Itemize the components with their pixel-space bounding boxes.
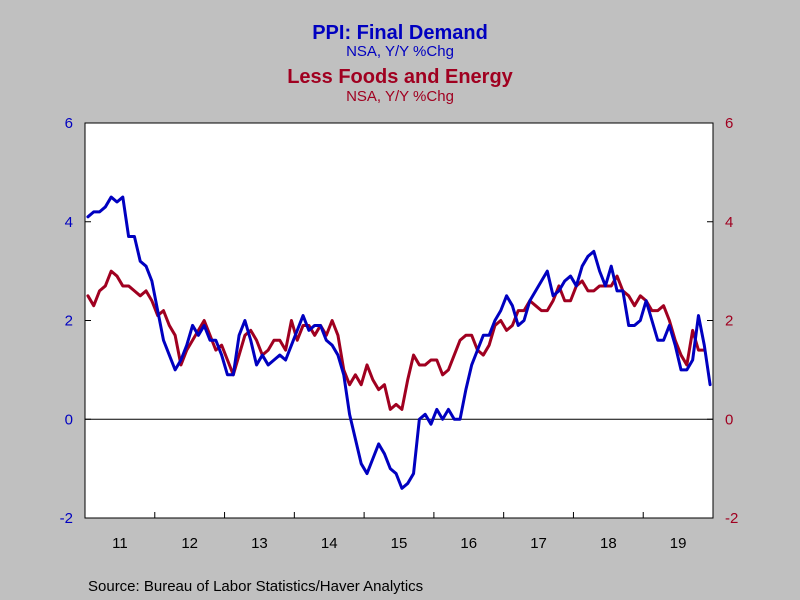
chart-title: PPI: Final Demand bbox=[312, 22, 488, 44]
left-y-axis: -2 0 2 4 6 bbox=[60, 115, 91, 527]
right-y-tick-label: 0 bbox=[725, 411, 733, 428]
left-y-tick-label: 6 bbox=[65, 115, 73, 132]
series-line-less-foods-energy bbox=[86, 269, 706, 411]
x-tick-label: 12 bbox=[181, 535, 198, 552]
series-line-ppi-final-demand bbox=[86, 195, 712, 490]
chart-subtitle: NSA, Y/Y %Chg bbox=[346, 43, 454, 60]
x-tick-label: 11 bbox=[112, 535, 128, 552]
x-tick-label: 18 bbox=[600, 535, 617, 552]
x-tick-label: 15 bbox=[391, 535, 408, 552]
source-note: Source: Bureau of Labor Statistics/Haver… bbox=[88, 578, 423, 595]
right-y-tick-label: 6 bbox=[725, 115, 733, 132]
x-tick-label: 13 bbox=[251, 535, 268, 552]
x-axis: 11 12 13 14 15 16 17 18 19 bbox=[112, 512, 686, 552]
x-tick-label: 16 bbox=[460, 535, 477, 552]
x-tick-label: 17 bbox=[530, 535, 547, 552]
chart-subtitle-2: NSA, Y/Y %Chg bbox=[346, 88, 454, 105]
chart-title-2: Less Foods and Energy bbox=[287, 66, 513, 88]
left-y-tick-label: 0 bbox=[65, 411, 73, 428]
left-y-tick-label: 4 bbox=[65, 214, 73, 231]
x-tick-label: 19 bbox=[670, 535, 687, 552]
right-y-tick-label: 2 bbox=[725, 313, 733, 330]
right-y-axis: -2 0 2 4 6 bbox=[707, 115, 738, 527]
x-tick-label: 14 bbox=[321, 535, 338, 552]
plot-area bbox=[84, 122, 714, 519]
series-lines bbox=[86, 195, 712, 490]
right-y-tick-label: -2 bbox=[725, 510, 738, 527]
right-y-tick-label: 4 bbox=[725, 214, 733, 231]
left-y-tick-label: -2 bbox=[60, 510, 73, 527]
left-y-tick-label: 2 bbox=[65, 313, 73, 330]
